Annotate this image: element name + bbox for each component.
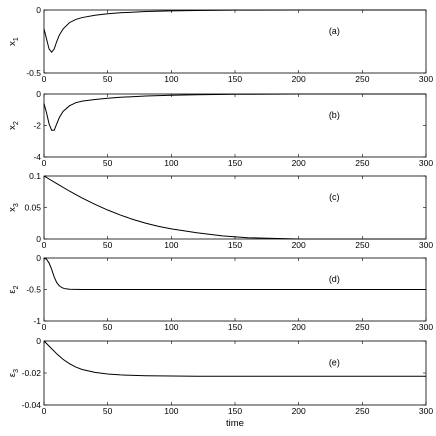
x-tick-label: 150 xyxy=(228,158,242,168)
x-tick-label: 100 xyxy=(164,74,178,84)
y-axis-label-symbol: ε xyxy=(7,289,18,294)
y-axis-label-symbol: ε xyxy=(7,372,18,377)
x-axis-label: time xyxy=(226,418,244,429)
y-tick-label: 0.05 xyxy=(24,203,41,213)
y-tick-label: 0 xyxy=(36,336,41,346)
y-axis-label-symbol: x xyxy=(7,207,18,212)
y-axis-label-subscript: 1 xyxy=(13,37,20,41)
panel-annotation: (d) xyxy=(329,274,340,284)
y-tick-label: -2 xyxy=(33,121,41,131)
x-tick-label: 300 xyxy=(419,74,433,84)
series-line xyxy=(43,93,426,131)
y-axis-label-subscript: 2 xyxy=(13,285,20,289)
y-axis-label: x2 xyxy=(7,121,20,130)
x-tick-label: 200 xyxy=(292,406,306,416)
panel-2: 0 50 100 150 200 250 300 0 -2 -4 x2 (b) xyxy=(7,89,433,168)
x-tick-label: 200 xyxy=(292,322,306,332)
y-tick-label: -0.02 xyxy=(22,368,42,378)
y-axis-label-subscript: 3 xyxy=(13,369,20,373)
x-tick-label: 150 xyxy=(228,406,242,416)
x-tick-label: 50 xyxy=(103,322,113,332)
plot-area-frame xyxy=(43,9,427,74)
x-tick-label: 0 xyxy=(42,158,47,168)
series-line xyxy=(43,257,426,290)
y-axis-label: x1 xyxy=(7,37,20,46)
x-tick-label: 300 xyxy=(419,406,433,416)
x-tick-label: 300 xyxy=(419,240,433,250)
x-tick-label: 250 xyxy=(355,240,369,250)
y-axis-label: ε2 xyxy=(7,285,20,293)
x-tick-label: 0 xyxy=(42,240,47,250)
y-tick-label: 0 xyxy=(36,89,41,99)
x-tick-label: 50 xyxy=(103,158,113,168)
plot-area-frame xyxy=(43,93,427,158)
panel-annotation: (c) xyxy=(329,192,340,202)
x-tick-label: 250 xyxy=(355,406,369,416)
x-tick-label: 0 xyxy=(42,406,47,416)
x-tick-label: 250 xyxy=(355,74,369,84)
x-tick-label: 200 xyxy=(292,74,306,84)
y-axis-label: x3 xyxy=(7,203,20,212)
panel-annotation: (b) xyxy=(329,110,340,120)
x-tick-label: 150 xyxy=(228,74,242,84)
y-tick-label: -0.04 xyxy=(22,400,42,410)
series-line xyxy=(43,9,426,54)
y-tick-label: -0.5 xyxy=(26,68,41,78)
x-tick-label: 100 xyxy=(164,322,178,332)
series-line xyxy=(43,340,426,377)
x-tick-label: 300 xyxy=(419,158,433,168)
y-tick-label: -1 xyxy=(33,316,41,326)
panel-annotation: (a) xyxy=(329,26,340,36)
x-tick-label: 150 xyxy=(228,322,242,332)
y-tick-label: 0.1 xyxy=(29,171,41,181)
x-tick-label: 0 xyxy=(42,322,47,332)
y-axis-label-symbol: x xyxy=(7,41,18,46)
y-axis-label-symbol: x xyxy=(7,125,18,130)
x-tick-label: 250 xyxy=(355,322,369,332)
x-tick-label: 200 xyxy=(292,240,306,250)
y-axis-label: ε3 xyxy=(7,369,20,377)
x-tick-label: 100 xyxy=(164,158,178,168)
series-line xyxy=(43,175,426,240)
x-tick-label: 250 xyxy=(355,158,369,168)
x-tick-label: 50 xyxy=(103,406,113,416)
x-tick-label: 100 xyxy=(164,406,178,416)
x-tick-label: 150 xyxy=(228,240,242,250)
x-tick-label: 100 xyxy=(164,240,178,250)
x-tick-label: 200 xyxy=(292,158,306,168)
x-tick-label: 0 xyxy=(42,74,47,84)
y-axis-label-subscript: 2 xyxy=(13,121,20,125)
panel-5: 0 50 100 150 200 250 300 0 -0.02 -0.04 ε3 (e) time xyxy=(7,336,433,429)
y-tick-label: -4 xyxy=(33,152,41,162)
x-tick-label: 50 xyxy=(103,74,113,84)
y-tick-label: 0 xyxy=(36,234,41,244)
y-tick-label: -0.5 xyxy=(26,285,41,295)
x-tick-label: 300 xyxy=(419,322,433,332)
y-axis-label-subscript: 3 xyxy=(13,203,20,207)
panel-annotation: (e) xyxy=(329,357,340,367)
y-tick-label: 0 xyxy=(36,5,41,15)
y-tick-label: 0 xyxy=(36,253,41,263)
panel-4: 0 50 100 150 200 250 300 0 -0.5 -1 ε2 (d) xyxy=(7,253,433,332)
x-tick-label: 50 xyxy=(103,240,113,250)
panel-3: 0 50 100 150 200 250 300 0 0.05 0.1 x3 (c) xyxy=(7,171,433,250)
